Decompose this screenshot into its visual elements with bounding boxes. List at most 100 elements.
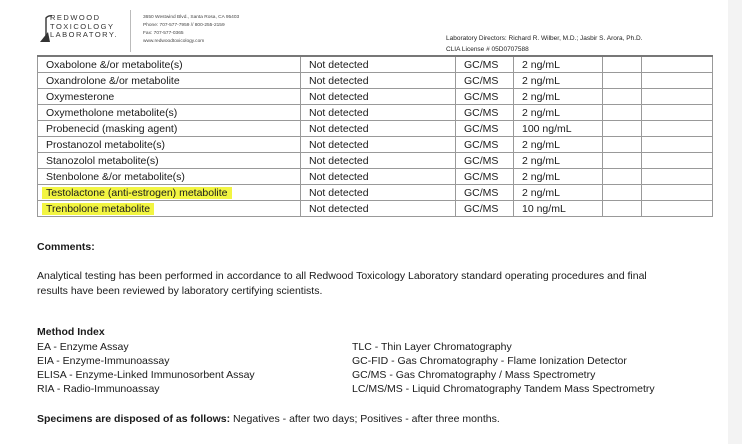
analyte-text: Stanozolol metabolite(s) (46, 154, 159, 167)
analyte-text: Stenbolone &/or metabolite(s) (46, 170, 185, 183)
cell-method: GC/MS (455, 88, 514, 105)
method-text: GC/MS (464, 74, 499, 87)
cell-analyte: Oxandrolone &/or metabolite (37, 72, 301, 89)
cell-method: GC/MS (455, 136, 514, 153)
cell-empty (641, 200, 713, 217)
cutoff-text: 2 ng/mL (522, 154, 560, 167)
cell-analyte: Oxymesterone (37, 88, 301, 105)
table-row: Oxymesterone Not detected GC/MS 2 ng/mL (37, 88, 713, 105)
cell-empty (602, 184, 642, 201)
method-text: GC/MS (464, 58, 499, 71)
method-index-heading: Method Index (37, 326, 105, 338)
result-text: Not detected (309, 154, 369, 167)
cell-method: GC/MS (455, 184, 514, 201)
method-text: GC/MS (464, 122, 499, 135)
cell-cutoff: 2 ng/mL (513, 184, 603, 201)
cell-cutoff: 2 ng/mL (513, 55, 603, 73)
cell-empty (641, 104, 713, 121)
analyte-text: Probenecid (masking agent) (46, 122, 178, 135)
method-index-left: EA - Enzyme Assay EIA - Enzyme-Immunoass… (37, 341, 255, 395)
comments-line: Analytical testing has been performed in… (37, 270, 647, 282)
table-row: Trenbolone metabolite Not detected GC/MS 10… (37, 200, 713, 217)
table-row: Prostanozol metabolite(s) Not detected GC/… (37, 136, 713, 153)
method-text: GC/MS (464, 186, 499, 199)
cutoff-text: 2 ng/mL (522, 74, 560, 87)
cell-result: Not detected (300, 55, 456, 73)
cell-result: Not detected (300, 152, 456, 169)
table-row: Oxabolone &/or metabolite(s) Not detected… (37, 55, 713, 73)
result-text: Not detected (309, 202, 369, 215)
cell-cutoff: 2 ng/mL (513, 72, 603, 89)
cell-cutoff: 2 ng/mL (513, 104, 603, 121)
cell-empty (602, 104, 642, 121)
cutoff-text: 2 ng/mL (522, 90, 560, 103)
table-row: Stenbolone &/or metabolite(s) Not detecte… (37, 168, 713, 185)
analyte-text: Oxymetholone metabolite(s) (46, 106, 178, 119)
analyte-text: Prostanozol metabolite(s) (46, 138, 166, 151)
result-text: Not detected (309, 170, 369, 183)
cell-method: GC/MS (455, 55, 514, 73)
cell-method: GC/MS (455, 72, 514, 89)
method-text: GC/MS (464, 154, 499, 167)
cell-cutoff: 2 ng/mL (513, 152, 603, 169)
cell-analyte: Prostanozol metabolite(s) (37, 136, 301, 153)
cell-analyte: Oxabolone &/or metabolite(s) (37, 55, 301, 73)
cell-empty (641, 120, 713, 137)
method-text: GC/MS (464, 170, 499, 183)
cell-result: Not detected (300, 104, 456, 121)
cell-method: GC/MS (455, 168, 514, 185)
result-text: Not detected (309, 58, 369, 71)
cell-result: Not detected (300, 88, 456, 105)
lab-directors: Laboratory Directors: Richard R. Wilber,… (446, 35, 643, 53)
comments-line: results have been reviewed by laboratory… (37, 285, 323, 297)
analyte-text: Trenbolone metabolite (42, 202, 155, 215)
cell-empty (602, 168, 642, 185)
method-text: GC/MS (464, 90, 499, 103)
cell-cutoff: 2 ng/mL (513, 136, 603, 153)
table-row: Testolactone (anti-estrogen) metabolite N… (37, 184, 713, 201)
comments-heading: Comments: (37, 241, 95, 253)
result-text: Not detected (309, 74, 369, 87)
method-text: GC/MS (464, 106, 499, 119)
cell-analyte: Testolactone (anti-estrogen) metabolite (37, 184, 301, 201)
cell-empty (641, 184, 713, 201)
cell-empty (641, 168, 713, 185)
cell-analyte: Stenbolone &/or metabolite(s) (37, 168, 301, 185)
cell-empty (602, 120, 642, 137)
disposal-note: Specimens are disposed of as follows: Ne… (37, 413, 500, 425)
table-row: Oxandrolone &/or metabolite Not detected G… (37, 72, 713, 89)
cell-method: GC/MS (455, 120, 514, 137)
logo-text: REDWOOD TOXICOLOGY LABORATORY. (50, 13, 119, 39)
cutoff-text: 2 ng/mL (522, 170, 560, 183)
cell-result: Not detected (300, 120, 456, 137)
cell-analyte: Trenbolone metabolite (37, 200, 301, 217)
cell-empty (602, 152, 642, 169)
result-text: Not detected (309, 138, 369, 151)
cutoff-text: 2 ng/mL (522, 58, 560, 71)
redwood-logo-icon (40, 15, 53, 42)
cell-result: Not detected (300, 184, 456, 201)
cell-cutoff: 2 ng/mL (513, 88, 603, 105)
method-index-right: TLC - Thin Layer Chromatography GC-FID -… (352, 341, 655, 395)
cell-cutoff: 2 ng/mL (513, 168, 603, 185)
cell-result: Not detected (300, 200, 456, 217)
cell-result: Not detected (300, 136, 456, 153)
result-text: Not detected (309, 106, 369, 119)
cell-cutoff: 100 ng/mL (513, 120, 603, 137)
cell-empty (602, 88, 642, 105)
result-text: Not detected (309, 122, 369, 135)
cutoff-text: 2 ng/mL (522, 106, 560, 119)
cell-analyte: Oxymetholone metabolite(s) (37, 104, 301, 121)
divider (130, 10, 131, 52)
cell-empty (602, 200, 642, 217)
cell-empty (602, 136, 642, 153)
cell-analyte: Stanozolol metabolite(s) (37, 152, 301, 169)
cell-empty (641, 136, 713, 153)
cell-empty (641, 152, 713, 169)
table-row: Probenecid (masking agent) Not detected GC… (37, 120, 713, 137)
cell-analyte: Probenecid (masking agent) (37, 120, 301, 137)
cutoff-text: 10 ng/mL (522, 202, 566, 215)
cell-method: GC/MS (455, 152, 514, 169)
results-table: Oxabolone &/or metabolite(s) Not detected… (37, 55, 713, 217)
cell-result: Not detected (300, 72, 456, 89)
